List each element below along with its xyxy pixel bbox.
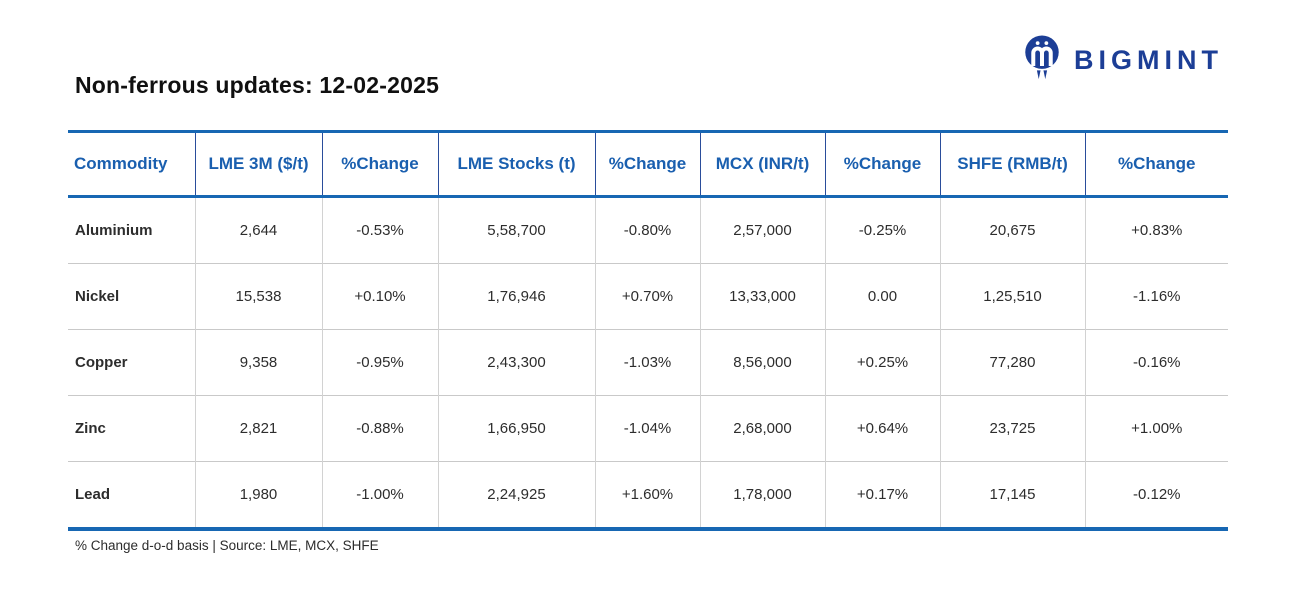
table-row-copper: Copper 9,358 -0.95% 2,43,300 -1.03% 8,56… xyxy=(68,329,1228,396)
bigmint-m-icon xyxy=(1020,34,1064,87)
mcx-change-cell: -0.25% xyxy=(824,196,940,264)
column-header-pct-change-3: %Change xyxy=(824,131,940,198)
lme-stocks-value-cell: 5,58,700 xyxy=(437,196,595,264)
prices-table-wrap: Commodity LME 3M ($/t) %Change LME Stock… xyxy=(68,130,1228,531)
column-header-lme-stocks: LME Stocks (t) xyxy=(437,131,595,198)
lme-stocks-change-cell: -0.80% xyxy=(594,196,700,264)
commodity-cell: Nickel xyxy=(68,263,195,330)
lme-3m-value-cell: 2,821 xyxy=(194,395,322,462)
mcx-change-cell: +0.64% xyxy=(824,395,940,462)
page-title: Non-ferrous updates: 12-02-2025 xyxy=(75,72,440,98)
lme-3m-change-cell: -0.95% xyxy=(321,329,438,396)
mcx-change-cell: 0.00 xyxy=(824,263,940,330)
column-header-shfe: SHFE (RMB/t) xyxy=(939,131,1085,198)
shfe-value-cell: 1,25,510 xyxy=(939,263,1085,330)
mcx-change-cell: +0.25% xyxy=(824,329,940,396)
shfe-value-cell: 23,725 xyxy=(939,395,1085,462)
commodity-cell: Zinc xyxy=(68,395,195,462)
shfe-change-cell: +1.00% xyxy=(1084,395,1228,462)
lme-3m-change-cell: -1.00% xyxy=(321,461,438,529)
mcx-change-cell: +0.17% xyxy=(824,461,940,529)
column-header-pct-change-2: %Change xyxy=(594,131,700,198)
table-row-zinc: Zinc 2,821 -0.88% 1,66,950 -1.04% 2,68,0… xyxy=(68,395,1228,462)
lme-3m-value-cell: 15,538 xyxy=(194,263,322,330)
bigmint-logo-text: BIGMINT xyxy=(1074,45,1223,75)
column-header-mcx: MCX (INR/t) xyxy=(699,131,825,198)
column-header-commodity: Commodity xyxy=(68,131,195,198)
commodity-cell: Aluminium xyxy=(68,196,195,264)
bigmint-logo: BIGMINT xyxy=(1020,34,1223,87)
lme-3m-value-cell: 1,980 xyxy=(194,461,322,529)
lme-3m-change-cell: -0.53% xyxy=(321,196,438,264)
lme-3m-change-cell: +0.10% xyxy=(321,263,438,330)
shfe-change-cell: -0.12% xyxy=(1084,461,1228,529)
commodity-cell: Copper xyxy=(68,329,195,396)
table-row-nickel: Nickel 15,538 +0.10% 1,76,946 +0.70% 13,… xyxy=(68,263,1228,330)
lme-3m-value-cell: 2,644 xyxy=(194,196,322,264)
lme-stocks-value-cell: 1,76,946 xyxy=(437,263,595,330)
footnote: % Change d-o-d basis | Source: LME, MCX,… xyxy=(75,538,379,553)
header-row: Commodity LME 3M ($/t) %Change LME Stock… xyxy=(68,131,1228,198)
shfe-value-cell: 20,675 xyxy=(939,196,1085,264)
table-row-lead: Lead 1,980 -1.00% 2,24,925 +1.60% 1,78,0… xyxy=(68,461,1228,529)
lme-stocks-value-cell: 1,66,950 xyxy=(437,395,595,462)
lme-stocks-change-cell: +1.60% xyxy=(594,461,700,529)
lme-stocks-value-cell: 2,43,300 xyxy=(437,329,595,396)
column-header-pct-change-1: %Change xyxy=(321,131,438,198)
column-header-pct-change-4: %Change xyxy=(1084,131,1228,198)
lme-stocks-change-cell: -1.03% xyxy=(594,329,700,396)
column-header-lme-3m: LME 3M ($/t) xyxy=(194,131,322,198)
mcx-value-cell: 1,78,000 xyxy=(699,461,825,529)
non-ferrous-prices-table: Commodity LME 3M ($/t) %Change LME Stock… xyxy=(68,130,1228,531)
mcx-value-cell: 2,57,000 xyxy=(699,196,825,264)
shfe-change-cell: -1.16% xyxy=(1084,263,1228,330)
shfe-value-cell: 17,145 xyxy=(939,461,1085,529)
table-row-aluminium: Aluminium 2,644 -0.53% 5,58,700 -0.80% 2… xyxy=(68,196,1228,264)
lme-stocks-change-cell: +0.70% xyxy=(594,263,700,330)
mcx-value-cell: 8,56,000 xyxy=(699,329,825,396)
mcx-value-cell: 2,68,000 xyxy=(699,395,825,462)
lme-stocks-value-cell: 2,24,925 xyxy=(437,461,595,529)
lme-3m-change-cell: -0.88% xyxy=(321,395,438,462)
shfe-value-cell: 77,280 xyxy=(939,329,1085,396)
lme-stocks-change-cell: -1.04% xyxy=(594,395,700,462)
shfe-change-cell: +0.83% xyxy=(1084,196,1228,264)
shfe-change-cell: -0.16% xyxy=(1084,329,1228,396)
mcx-value-cell: 13,33,000 xyxy=(699,263,825,330)
commodity-cell: Lead xyxy=(68,461,195,529)
lme-3m-value-cell: 9,358 xyxy=(194,329,322,396)
